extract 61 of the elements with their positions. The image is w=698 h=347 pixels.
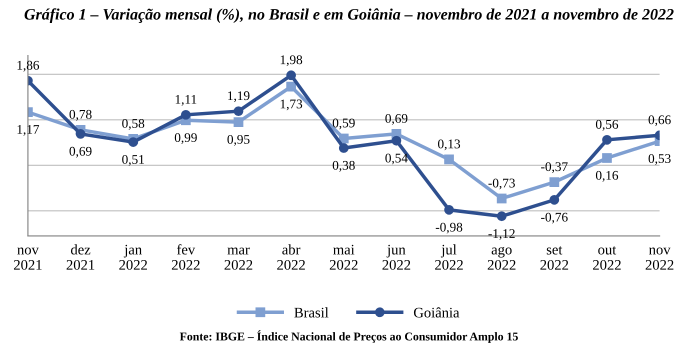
data-label: 0,66 — [648, 115, 671, 126]
data-label: 1,86 — [18, 60, 40, 72]
x-tick-label: jun 2022 — [382, 244, 410, 270]
point — [234, 106, 244, 116]
data-label: 0,99 — [174, 133, 197, 144]
data-label: 0,95 — [227, 134, 250, 146]
data-label: 1,98 — [280, 55, 302, 66]
point — [549, 194, 560, 205]
point — [128, 137, 138, 147]
x-tick-label: dez 2021 — [66, 244, 94, 270]
data-label: 0,38 — [332, 160, 355, 172]
legend-label: Brasil — [294, 307, 328, 318]
point — [549, 177, 560, 187]
data-label: 0,78 — [70, 110, 92, 121]
x-tick-label: jul 2022 — [435, 244, 463, 270]
x-tick-label: abr 2022 — [277, 244, 305, 270]
point — [444, 154, 454, 164]
data-label: 0,13 — [438, 139, 460, 150]
point — [286, 70, 296, 80]
data-label: 1,11 — [176, 94, 196, 106]
data-label: -1,12 — [488, 229, 515, 240]
x-tick-label: fev 2022 — [172, 244, 200, 270]
x-tick-label: set 2022 — [540, 246, 568, 270]
point — [392, 136, 402, 146]
point — [286, 82, 296, 92]
data-label: 1,17 — [18, 125, 40, 136]
data-label: -0,37 — [541, 162, 568, 174]
point — [496, 194, 507, 204]
data-label: 0,56 — [596, 120, 618, 131]
x-tick-label: out 2022 — [593, 246, 621, 270]
point — [338, 143, 349, 153]
point — [602, 153, 612, 163]
data-label: 0,59 — [332, 118, 355, 130]
data-label: 1,19 — [228, 91, 250, 102]
data-label: 1,73 — [280, 100, 302, 110]
data-label: 0,69 — [385, 114, 408, 125]
point — [444, 204, 454, 215]
source-note: Fonte: IBGE – Índice Nacional de Preços ao Consumidor Amplo 15 — [180, 330, 518, 343]
data-label: 0,16 — [596, 170, 618, 182]
x-tick-label: nov 2021 — [14, 248, 42, 270]
data-label: 0,69 — [70, 146, 92, 158]
point — [602, 134, 612, 145]
data-label: -0,98 — [436, 222, 462, 234]
data-label: -0,73 — [488, 178, 515, 190]
point — [234, 117, 244, 127]
x-tick-label: mai 2022 — [330, 244, 358, 270]
data-label: 0,58 — [122, 119, 144, 130]
x-tick-label: mar 2022 — [224, 248, 252, 270]
point — [496, 211, 507, 222]
x-tick-label: jan 2022 — [119, 244, 147, 270]
legend-label: Goiânia — [414, 307, 460, 318]
data-label: 0,54 — [385, 154, 408, 164]
data-label: -0,76 — [541, 212, 568, 224]
x-tick-label: nov 2022 — [646, 248, 674, 270]
point — [76, 129, 86, 139]
point — [180, 110, 191, 120]
data-label: 0,51 — [122, 154, 144, 166]
x-tick-label: ago 2022 — [488, 246, 516, 270]
chart-title: Gráfico 1 – Variação mensal (%), no Brasil e em Goiânia – novembro de 2021 a novembro de 2022 — [24, 8, 674, 23]
point — [338, 134, 349, 144]
data-label: 0,53 — [648, 154, 671, 165]
